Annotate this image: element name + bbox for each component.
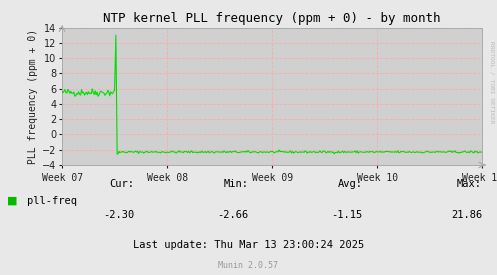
- Title: NTP kernel PLL frequency (ppm + 0) - by month: NTP kernel PLL frequency (ppm + 0) - by …: [103, 12, 441, 25]
- Text: ■: ■: [7, 196, 18, 206]
- Text: -2.30: -2.30: [103, 210, 134, 219]
- Text: pll-freq: pll-freq: [27, 196, 78, 206]
- Text: -1.15: -1.15: [331, 210, 363, 219]
- Text: RRDTOOL / TOBI OETIKER: RRDTOOL / TOBI OETIKER: [490, 41, 495, 124]
- Text: Max:: Max:: [457, 179, 482, 189]
- Y-axis label: PLL frequency (ppm + 0): PLL frequency (ppm + 0): [28, 29, 38, 164]
- Text: Avg:: Avg:: [338, 179, 363, 189]
- Text: Last update: Thu Mar 13 23:00:24 2025: Last update: Thu Mar 13 23:00:24 2025: [133, 240, 364, 250]
- Text: Min:: Min:: [224, 179, 248, 189]
- Text: 21.86: 21.86: [451, 210, 482, 219]
- Text: Munin 2.0.57: Munin 2.0.57: [219, 260, 278, 270]
- Text: Cur:: Cur:: [109, 179, 134, 189]
- Text: -2.66: -2.66: [217, 210, 248, 219]
